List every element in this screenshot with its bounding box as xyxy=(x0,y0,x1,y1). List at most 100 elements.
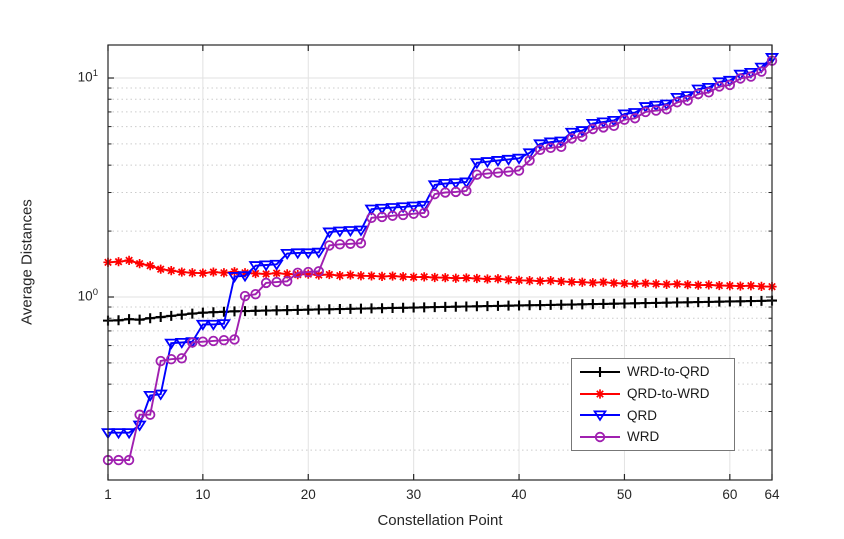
marker-triangle-down xyxy=(206,319,221,331)
marker-plus xyxy=(176,309,187,320)
marker-circle xyxy=(281,276,293,287)
series-line-WRD xyxy=(108,60,773,462)
marker-asterisk xyxy=(293,270,303,280)
marker-circle xyxy=(450,186,462,198)
marker-asterisk xyxy=(250,268,261,279)
marker-circle xyxy=(594,431,606,443)
marker-asterisk xyxy=(219,268,229,278)
y-tick-label: 101 xyxy=(77,68,98,85)
legend: WRD-to-QRD QRD-to-WRD QRD WRD xyxy=(571,358,735,451)
marker-circle xyxy=(650,105,662,116)
marker-plus xyxy=(535,300,546,311)
marker-circle xyxy=(187,337,198,348)
marker-plus xyxy=(113,315,124,326)
marker-circle xyxy=(598,122,609,133)
x-tick-label: 50 xyxy=(617,487,632,502)
series-line-WRD-to-QRD xyxy=(107,299,773,322)
marker-plus xyxy=(429,302,440,313)
plot-border xyxy=(107,44,773,481)
marker-triangle-down xyxy=(290,248,305,260)
legend-label: QRD xyxy=(627,407,657,423)
marker-plus xyxy=(197,307,208,318)
marker-plus xyxy=(398,302,409,313)
marker-asterisk xyxy=(672,279,682,289)
legend-sample-triangle-down xyxy=(580,410,620,422)
marker-triangle-down xyxy=(511,153,527,165)
marker-plus xyxy=(313,304,324,315)
marker-circle xyxy=(703,87,714,98)
marker-asterisk xyxy=(409,272,419,282)
marker-triangle-down xyxy=(322,227,337,239)
marker-triangle-down xyxy=(343,226,358,238)
marker-triangle-down xyxy=(627,108,643,120)
marker-circle xyxy=(397,209,409,221)
marker-asterisk xyxy=(746,281,756,291)
marker-asterisk xyxy=(303,269,313,279)
marker-asterisk xyxy=(503,275,514,285)
marker-plus xyxy=(577,299,588,310)
marker-asterisk xyxy=(535,276,545,286)
marker-triangle-down xyxy=(438,178,453,190)
tick-marks: 1 10 20 30 40 50 60 64 xyxy=(104,45,780,502)
marker-plus xyxy=(587,299,598,310)
marker-asterisk xyxy=(145,261,155,271)
marker-triangle-down xyxy=(585,118,600,130)
marker-asterisk xyxy=(430,272,440,283)
marker-plus xyxy=(334,304,345,315)
marker-circle xyxy=(556,141,567,153)
series-QRD-to-WRD xyxy=(103,255,777,292)
marker-plus xyxy=(629,298,640,309)
x-tick-label: 30 xyxy=(406,487,421,502)
marker-plus xyxy=(556,299,567,310)
x-tick-label: 60 xyxy=(722,487,737,502)
legend-label: QRD-to-WRD xyxy=(627,385,710,401)
marker-asterisk xyxy=(598,277,608,287)
marker-plus xyxy=(261,305,272,316)
marker-triangle-down xyxy=(227,272,242,284)
marker-circle xyxy=(113,454,124,466)
marker-circle xyxy=(461,185,472,197)
marker-circle xyxy=(608,120,620,132)
marker-circle xyxy=(566,133,577,144)
marker-triangle-down xyxy=(606,115,621,127)
legend-sample-plus xyxy=(580,366,620,377)
marker-circle xyxy=(724,79,736,91)
marker-triangle-down xyxy=(554,136,569,148)
marker-asterisk xyxy=(595,389,605,399)
marker-plus xyxy=(134,314,145,325)
marker-circle xyxy=(345,238,356,249)
marker-triangle-down xyxy=(195,319,210,331)
legend-sample-circle xyxy=(580,431,620,443)
marker-plus xyxy=(250,305,261,316)
marker-circle xyxy=(239,290,251,302)
marker-triangle-down xyxy=(592,410,608,422)
marker-asterisk xyxy=(419,272,429,282)
marker-plus xyxy=(187,308,198,319)
marker-asterisk xyxy=(735,281,745,291)
marker-plus xyxy=(377,303,388,314)
marker-asterisk xyxy=(124,255,134,265)
marker-circle xyxy=(587,123,599,135)
marker-asterisk xyxy=(198,268,208,278)
marker-plus xyxy=(355,303,366,314)
legend-item-WRD-to-QRD: WRD-to-QRD xyxy=(572,362,734,382)
marker-asterisk xyxy=(662,279,672,289)
series-line-QRD xyxy=(108,56,773,434)
marker-circle xyxy=(661,104,672,115)
marker-asterisk xyxy=(472,273,482,284)
y-tick-label: 100 xyxy=(77,287,98,304)
marker-circle xyxy=(671,97,683,108)
marker-circle xyxy=(418,207,430,219)
marker-circle xyxy=(440,187,451,198)
marker-circle xyxy=(492,167,504,178)
marker-plus xyxy=(208,307,219,318)
x-tick-label: 40 xyxy=(512,487,527,502)
marker-triangle-down xyxy=(174,337,189,349)
marker-circle xyxy=(756,66,767,77)
series-WRD-to-QRD xyxy=(103,295,777,326)
marker-triangle-down xyxy=(596,117,611,129)
marker-plus xyxy=(661,297,672,308)
marker-plus xyxy=(324,304,335,315)
marker-asterisk xyxy=(113,257,124,267)
